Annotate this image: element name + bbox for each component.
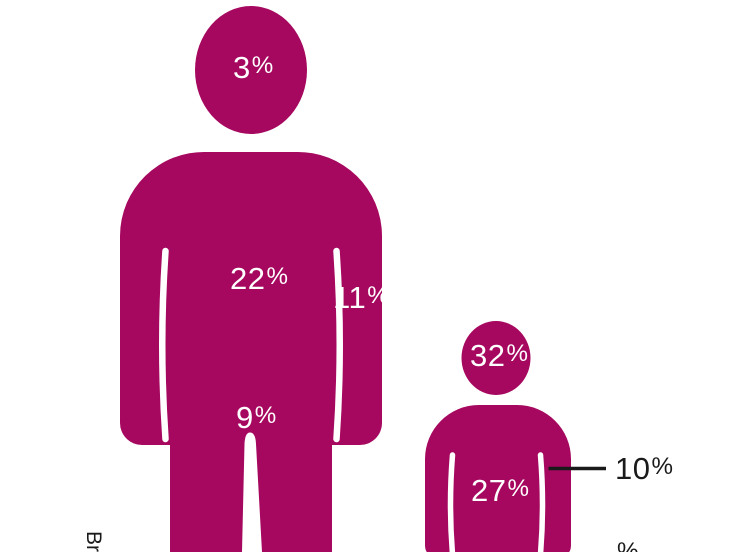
percent-sign: %: [367, 282, 390, 309]
label-adult-arm: 11%: [333, 280, 389, 313]
child-left-arm-slit: [447, 452, 456, 552]
child-figure-silhouette: [425, 321, 571, 552]
percent-sign: %: [506, 340, 529, 367]
adult-right-arm-slit: [333, 247, 343, 443]
percent-sign: %: [651, 453, 674, 480]
label-adult-pelvis-value: 9: [236, 399, 254, 435]
adult-head-shape: [195, 6, 307, 134]
adult-leg-gap: [242, 432, 262, 552]
label-cutoff-percent: %: [616, 536, 639, 552]
label-adult-arm-value: 11: [333, 279, 367, 315]
label-adult-pelvis: 9%: [236, 400, 277, 433]
adult-figure-silhouette: [120, 6, 383, 552]
adult-left-arm-slit: [159, 247, 169, 443]
percent-sign: %: [617, 538, 639, 552]
percent-sign: %: [507, 475, 530, 502]
label-child-head-value: 32: [470, 337, 506, 373]
label-adult-torso-value: 22: [230, 260, 266, 296]
percent-sign: %: [254, 402, 277, 429]
label-adult-head: 3%: [233, 50, 274, 83]
percent-sign: %: [266, 263, 289, 290]
child-head-shape: [461, 321, 531, 395]
child-torso-arms-shape: [425, 405, 571, 552]
label-adult-head-value: 3: [233, 49, 251, 85]
label-child-torso-value: 27: [471, 472, 507, 508]
rotated-axis-label: Br: [82, 531, 105, 552]
label-child-head: 32%: [470, 338, 528, 371]
child-right-arm-slit: [537, 452, 546, 552]
label-child-torso: 27%: [471, 473, 529, 506]
percent-sign: %: [251, 52, 274, 79]
label-child-arm-value: 10: [615, 450, 651, 486]
label-adult-torso: 22%: [230, 261, 288, 294]
label-child-arm-callout: 10%: [615, 451, 673, 484]
adult-torso-arms-shape: [120, 151, 383, 445]
